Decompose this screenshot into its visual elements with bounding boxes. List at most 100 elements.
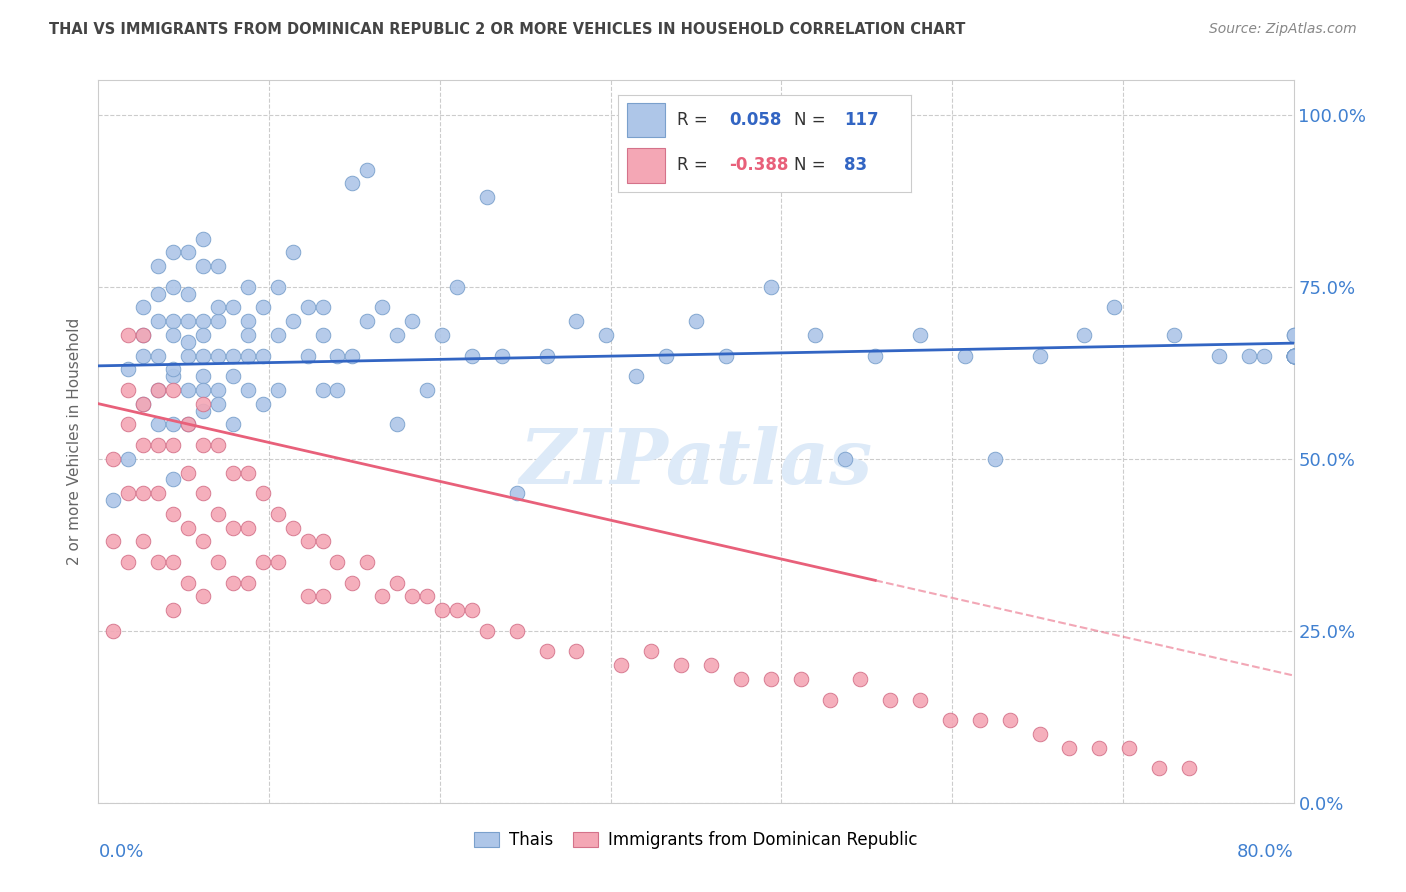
Point: [177, 245, 200, 260]
Point: [207, 438, 229, 452]
Point: [1253, 349, 1275, 363]
Point: [640, 644, 662, 658]
Point: [162, 507, 184, 521]
Point: [908, 327, 931, 342]
Point: [103, 451, 125, 466]
Point: [969, 713, 991, 727]
Point: [1163, 327, 1185, 342]
Point: [191, 486, 214, 500]
Point: [191, 369, 214, 384]
Point: [1118, 740, 1140, 755]
Point: [1282, 349, 1305, 363]
Point: [117, 451, 139, 466]
Point: [207, 555, 229, 569]
Point: [177, 286, 200, 301]
Point: [1282, 349, 1305, 363]
Point: [236, 520, 259, 534]
Point: [311, 383, 333, 397]
Point: [177, 417, 200, 432]
Point: [191, 349, 214, 363]
Point: [132, 397, 155, 411]
Point: [281, 520, 304, 534]
Point: [1282, 349, 1305, 363]
Point: [148, 383, 170, 397]
Point: [1028, 349, 1050, 363]
Point: [385, 327, 409, 342]
Point: [491, 349, 513, 363]
Point: [162, 555, 184, 569]
Point: [356, 162, 378, 177]
Point: [148, 438, 170, 452]
Point: [311, 534, 333, 549]
Point: [385, 417, 409, 432]
Point: [1104, 301, 1126, 315]
Point: [191, 231, 214, 245]
Point: [177, 466, 200, 480]
Point: [595, 327, 617, 342]
Point: [148, 286, 170, 301]
Point: [475, 624, 498, 638]
Point: [148, 486, 170, 500]
Point: [132, 349, 155, 363]
Point: [939, 713, 962, 727]
Point: [252, 555, 274, 569]
Point: [222, 349, 245, 363]
Point: [565, 314, 588, 328]
Point: [267, 279, 290, 293]
Text: 80.0%: 80.0%: [1237, 843, 1294, 861]
Point: [416, 590, 439, 604]
Point: [191, 327, 214, 342]
Point: [177, 520, 200, 534]
Point: [162, 362, 184, 376]
Point: [908, 692, 931, 706]
Point: [207, 397, 229, 411]
Point: [191, 397, 214, 411]
Point: [191, 403, 214, 417]
Point: [311, 327, 333, 342]
Point: [236, 575, 259, 590]
Point: [1178, 761, 1201, 775]
Point: [132, 301, 155, 315]
Point: [207, 301, 229, 315]
Point: [1282, 349, 1305, 363]
Point: [1073, 327, 1095, 342]
Point: [1282, 349, 1305, 363]
Y-axis label: 2 or more Vehicles in Household: 2 or more Vehicles in Household: [67, 318, 83, 566]
Point: [177, 417, 200, 432]
Point: [984, 451, 1007, 466]
Text: 0.0%: 0.0%: [98, 843, 143, 861]
Point: [297, 301, 319, 315]
Point: [849, 672, 872, 686]
Point: [311, 301, 333, 315]
Point: [879, 692, 901, 706]
Point: [236, 349, 259, 363]
Point: [222, 417, 245, 432]
Point: [103, 493, 125, 508]
Point: [236, 327, 259, 342]
Point: [1282, 349, 1305, 363]
Point: [148, 314, 170, 328]
Point: [565, 644, 588, 658]
Point: [1282, 327, 1305, 342]
Point: [132, 534, 155, 549]
Point: [626, 369, 648, 384]
Point: [162, 383, 184, 397]
Point: [1282, 349, 1305, 363]
Point: [132, 486, 155, 500]
Point: [148, 555, 170, 569]
Point: [1282, 349, 1305, 363]
Point: [953, 349, 976, 363]
Point: [148, 259, 170, 273]
Point: [117, 417, 139, 432]
Point: [207, 383, 229, 397]
Point: [236, 383, 259, 397]
Point: [326, 555, 349, 569]
Point: [191, 534, 214, 549]
Point: [162, 603, 184, 617]
Point: [326, 383, 349, 397]
Point: [342, 575, 364, 590]
Point: [1282, 327, 1305, 342]
Point: [132, 327, 155, 342]
Point: [191, 259, 214, 273]
Point: [132, 397, 155, 411]
